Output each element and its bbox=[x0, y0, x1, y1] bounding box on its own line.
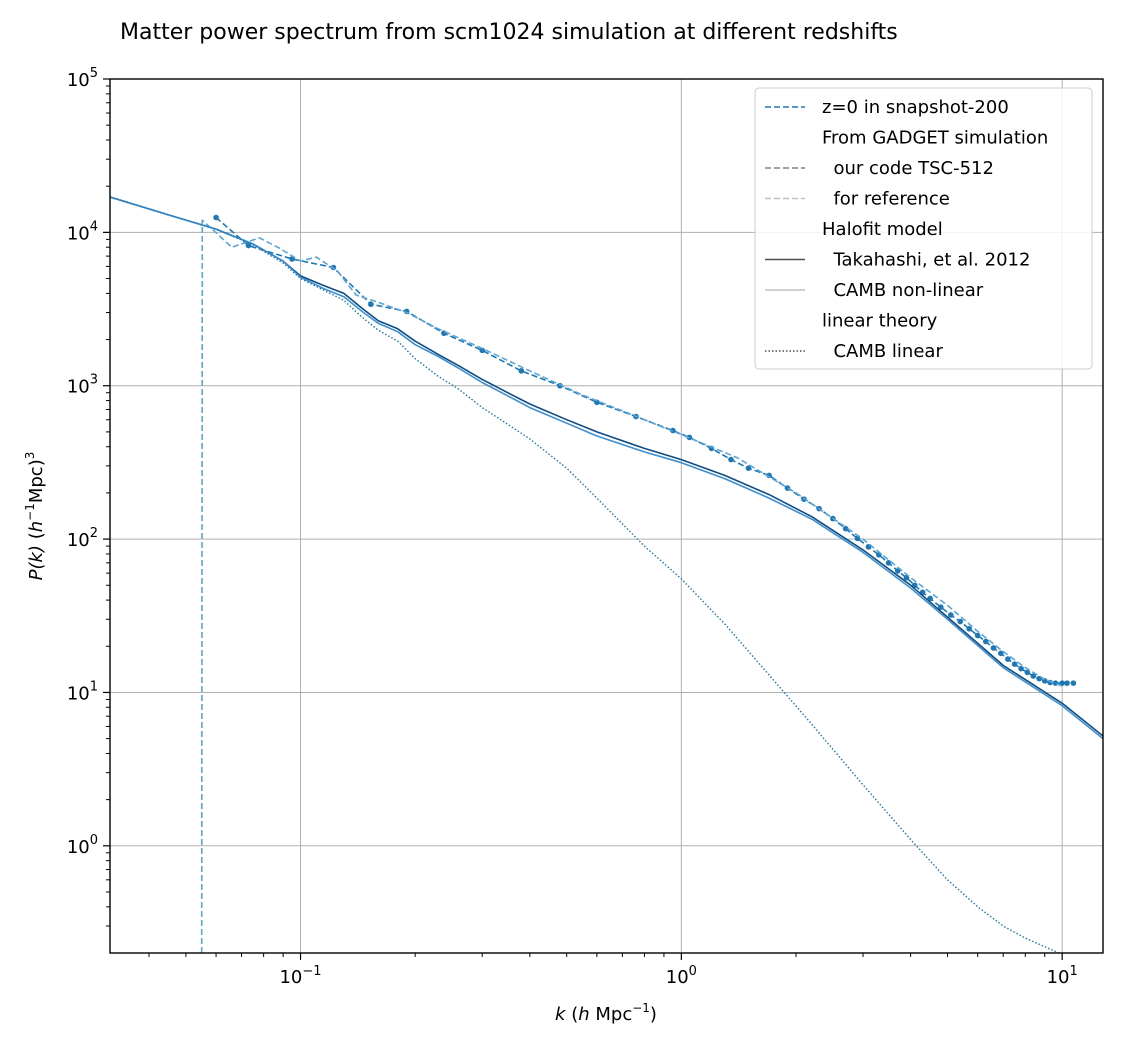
data-point bbox=[1041, 678, 1048, 684]
data-point bbox=[957, 618, 964, 625]
chart-legend: z=0 in snapshot-200 From GADGET simulatio… bbox=[754, 87, 1093, 370]
y-axis-label: P(k) (h−1Mpc)3 bbox=[23, 452, 47, 581]
data-point bbox=[1018, 665, 1024, 672]
data-point bbox=[885, 560, 892, 566]
legend-label: Halofit model bbox=[822, 219, 943, 240]
data-point bbox=[557, 382, 563, 389]
data-point bbox=[1064, 680, 1070, 686]
x-tick-label: 101 bbox=[1047, 964, 1078, 988]
legend-label: for reference bbox=[822, 189, 950, 210]
data-point bbox=[1059, 680, 1065, 686]
legend-label: CAMB non-linear bbox=[822, 280, 984, 301]
legend-label: CAMB linear bbox=[822, 341, 943, 362]
data-point bbox=[670, 427, 676, 434]
chart-title: Matter power spectrum from scm1024 simul… bbox=[120, 20, 898, 45]
series-line-1 bbox=[200, 219, 1063, 953]
data-point bbox=[1070, 680, 1077, 686]
legend-label: Takahashi, et al. 2012 bbox=[822, 250, 1030, 271]
data-point bbox=[1005, 656, 1011, 662]
data-point bbox=[1030, 673, 1037, 679]
x-tick-label: 10−1 bbox=[279, 964, 321, 988]
data-point bbox=[1024, 669, 1031, 676]
data-point bbox=[1011, 661, 1018, 667]
data-point bbox=[966, 626, 973, 632]
data-point bbox=[894, 568, 901, 574]
plot-frame bbox=[109, 78, 1104, 954]
series-line-3 bbox=[110, 196, 1103, 740]
legend-box bbox=[754, 87, 1093, 370]
data-point bbox=[518, 368, 525, 374]
data-point bbox=[441, 330, 447, 337]
data-point bbox=[982, 638, 989, 645]
data-point bbox=[728, 456, 734, 463]
series-line-4 bbox=[110, 196, 1060, 953]
data-point bbox=[1052, 680, 1059, 686]
legend-label: z=0 in snapshot-200 bbox=[822, 97, 1009, 118]
y-tick-label: 102 bbox=[67, 526, 98, 551]
y-tick-label: 104 bbox=[67, 219, 98, 244]
legend-label: our code TSC-512 bbox=[822, 158, 994, 179]
data-point bbox=[368, 301, 374, 308]
x-tick-label: 100 bbox=[666, 964, 697, 988]
legend-label: From GADGET simulation bbox=[822, 128, 1048, 149]
y-tick-label: 101 bbox=[67, 679, 98, 704]
data-point bbox=[998, 650, 1004, 657]
data-point bbox=[974, 632, 981, 639]
data-point bbox=[842, 525, 849, 532]
data-point bbox=[479, 347, 486, 354]
x-axis-label: k (h Mpc−1) bbox=[555, 1001, 657, 1025]
data-point bbox=[745, 465, 752, 471]
data-point bbox=[990, 645, 997, 651]
axis-ticks: 10−1 100 101 100 101 102 103 104 105 bbox=[67, 66, 1078, 988]
y-tick-label: 105 bbox=[67, 66, 98, 91]
y-tick-label: 100 bbox=[67, 833, 98, 858]
series-line-0 bbox=[215, 216, 1074, 684]
data-point bbox=[213, 214, 219, 221]
series-group bbox=[110, 196, 1103, 953]
data-point bbox=[937, 604, 944, 610]
y-tick-label: 103 bbox=[67, 373, 98, 398]
data-point bbox=[948, 612, 954, 618]
legend-label: linear theory bbox=[822, 311, 938, 332]
